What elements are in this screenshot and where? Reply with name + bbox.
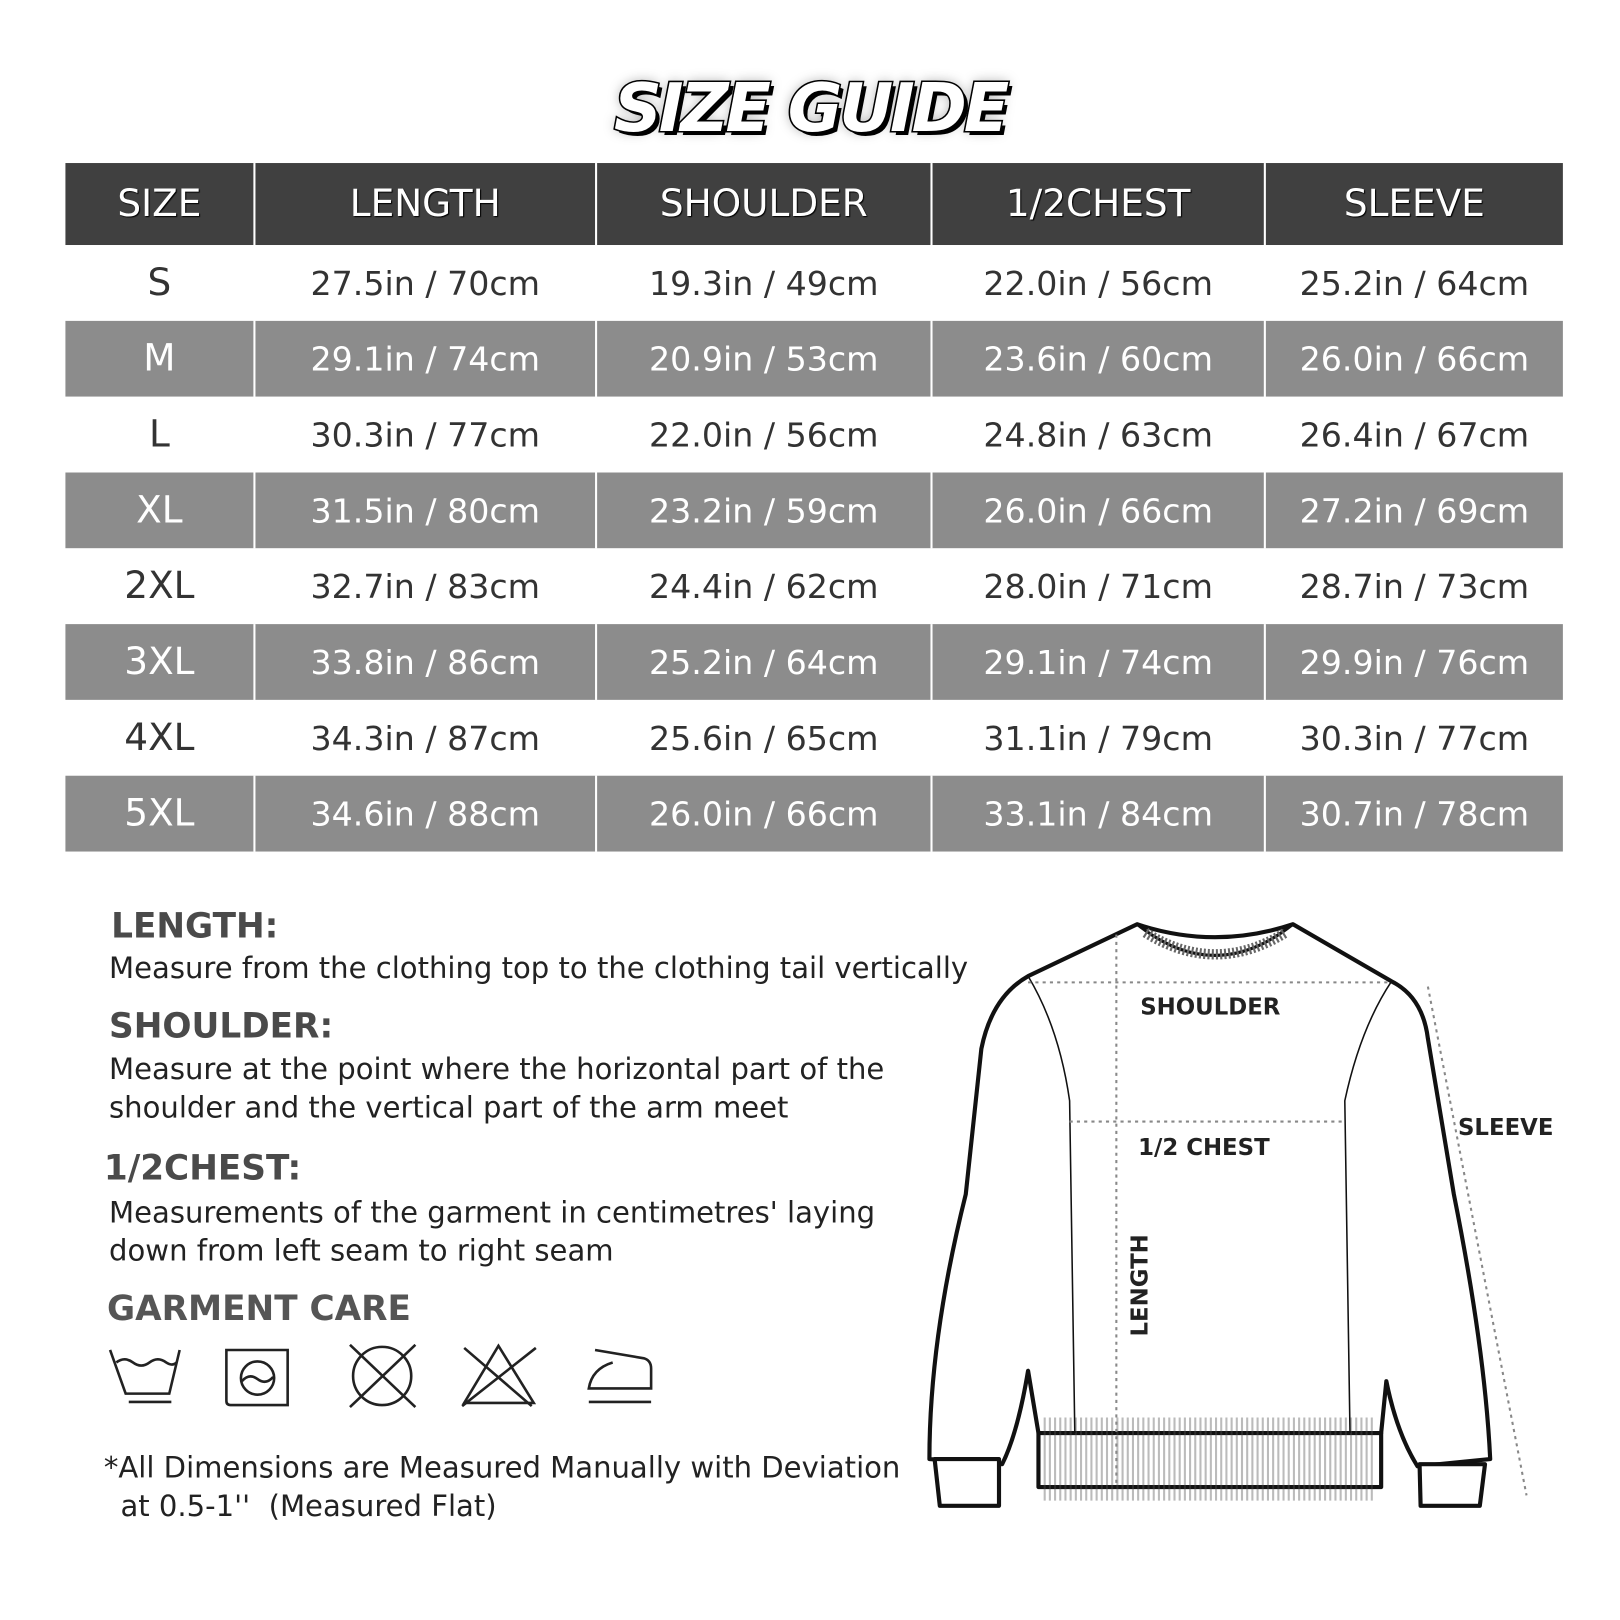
size-cell: 3XL xyxy=(65,624,255,700)
measure-cell: 28.7in / 73cm xyxy=(1263,548,1563,625)
measure-cell: 25.6in / 65cm xyxy=(595,699,932,776)
measure-cell: 30.3in / 77cm xyxy=(1263,699,1563,776)
measure-cell: 29.1in / 74cm xyxy=(253,320,597,397)
measure-cell: 27.2in / 69cm xyxy=(1263,472,1563,549)
size-cell: XL xyxy=(65,472,255,549)
size-cell: S xyxy=(65,245,255,321)
shoulder-text: Measure at the point where the horizonta… xyxy=(109,1050,884,1127)
length-text: Measure from the clothing top to the clo… xyxy=(109,949,968,987)
shoulder-text-line: shoulder and the vertical part of the ar… xyxy=(109,1090,789,1125)
measure-cell: 27.5in / 70cm xyxy=(253,245,597,321)
measure-cell: 22.0in / 56cm xyxy=(930,245,1265,321)
measure-cell: 33.8in / 86cm xyxy=(253,624,597,700)
measure-cell: 34.6in / 88cm xyxy=(253,775,597,852)
table-row: 4XL 34.3in / 87cm 25.6in / 65cm 31.1in / 79… xyxy=(65,699,1563,776)
measure-cell: 23.6in / 60cm xyxy=(930,320,1265,397)
measurement-note: *All Dimensions are Measured Manually wi… xyxy=(104,1449,901,1526)
note-line: at 0.5-1'' (Measured Flat) xyxy=(120,1489,497,1524)
measure-cell: 30.3in / 77cm xyxy=(253,396,597,473)
measure-cell: 22.0in / 56cm xyxy=(595,396,932,473)
length-heading: LENGTH: xyxy=(111,905,279,947)
table-row: 5XL 34.6in / 88cm 26.0in / 66cm 33.1in / 84… xyxy=(65,775,1563,852)
measure-cell: 19.3in / 49cm xyxy=(595,245,932,321)
header-size: SIZE xyxy=(65,163,255,246)
measure-cell: 32.7in / 83cm xyxy=(253,548,597,625)
size-cell: M xyxy=(65,320,255,397)
measure-cell: 30.7in / 78cm xyxy=(1263,775,1563,852)
table-row: XL 31.5in / 80cm 23.2in / 59cm 26.0in / 66c… xyxy=(65,472,1563,549)
chest-text-line: Measurements of the garment in centimetr… xyxy=(109,1195,876,1230)
header-length: LENGTH xyxy=(253,163,597,246)
header-sleeve: SLEEVE xyxy=(1263,163,1563,246)
measure-cell: 33.1in / 84cm xyxy=(930,775,1265,852)
measure-cell: 31.5in / 80cm xyxy=(253,472,597,549)
measure-cell: 29.9in / 76cm xyxy=(1263,624,1563,700)
measure-cell: 26.0in / 66cm xyxy=(1263,320,1563,397)
size-cell: 2XL xyxy=(65,548,255,625)
measure-cell: 26.4in / 67cm xyxy=(1263,396,1563,473)
measure-cell: 25.2in / 64cm xyxy=(1263,245,1563,321)
tumble-dry-icon xyxy=(225,1348,289,1407)
size-cell: L xyxy=(65,396,255,473)
sweater-illustration xyxy=(927,922,1493,1508)
shoulder-text-line: Measure at the point where the horizonta… xyxy=(109,1051,885,1087)
measure-cell: 26.0in / 66cm xyxy=(930,472,1265,549)
measure-cell: 25.2in / 64cm xyxy=(595,624,932,700)
measure-cell: 20.9in / 53cm xyxy=(595,320,932,397)
shoulder-heading: SHOULDER: xyxy=(109,1005,334,1046)
length-text-line: Measure from the clothing top to the clo… xyxy=(109,951,969,986)
chest-text-line: down from left seam to right seam xyxy=(109,1233,614,1268)
size-table: SIZE LENGTH SHOULDER 1/2CHEST SLEEVE S 27… xyxy=(65,163,1563,852)
do-not-dry-clean-icon xyxy=(349,1343,417,1409)
measure-cell: 26.0in / 66cm xyxy=(595,775,932,852)
measure-cell: 28.0in / 71cm xyxy=(930,548,1265,625)
table-row: M 29.1in / 74cm 20.9in / 53cm 23.6in / 60cm… xyxy=(65,320,1563,397)
chest-text: Measurements of the garment in centimetr… xyxy=(109,1193,875,1270)
chest-heading: 1/2CHEST: xyxy=(103,1147,302,1188)
header-chest: 1/2CHEST xyxy=(930,163,1265,246)
header-shoulder: SHOULDER xyxy=(595,163,932,246)
measure-lines xyxy=(1028,934,1528,1496)
measure-cell: 34.3in / 87cm xyxy=(253,699,597,776)
size-cell: 4XL xyxy=(65,699,255,776)
garment-care-heading: GARMENT CARE xyxy=(106,1287,411,1329)
measure-cell: 23.2in / 59cm xyxy=(595,472,932,549)
note-line: *All Dimensions are Measured Manually wi… xyxy=(103,1450,901,1485)
table-row: 2XL 32.7in / 83cm 24.4in / 62cm 28.0in / 71… xyxy=(65,548,1563,625)
measure-cell: 24.4in / 62cm xyxy=(595,548,932,625)
hand-wash-icon xyxy=(108,1349,181,1404)
iron-icon xyxy=(587,1348,653,1404)
table-row: 3XL 33.8in / 86cm 25.2in / 64cm 29.1in / 74… xyxy=(65,624,1563,700)
size-cell: 5XL xyxy=(65,775,255,852)
measure-cell: 24.8in / 63cm xyxy=(930,396,1265,473)
do-not-bleach-icon xyxy=(461,1343,537,1408)
table-row: S 27.5in / 70cm 19.3in / 49cm 22.0in / 56cm… xyxy=(65,245,1563,321)
table-header: SIZE LENGTH SHOULDER 1/2CHEST SLEEVE xyxy=(65,163,1563,246)
measure-cell: 31.1in / 79cm xyxy=(930,699,1265,776)
table-row: L 30.3in / 77cm 22.0in / 56cm 24.8in / 63cm… xyxy=(65,396,1563,473)
page-title: SIZE GUIDE xyxy=(612,69,1010,149)
measure-cell: 29.1in / 74cm xyxy=(930,624,1265,700)
